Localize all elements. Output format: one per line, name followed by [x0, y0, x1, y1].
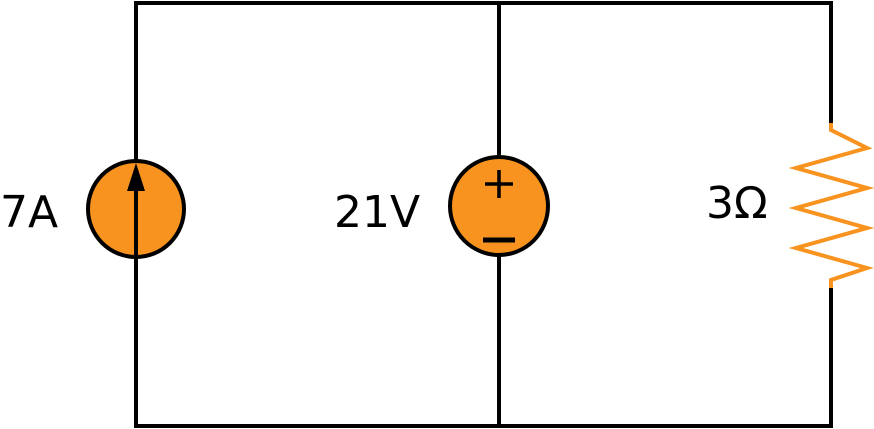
arrow-up-icon: [127, 163, 145, 256]
circuit-wires: [134, 1, 833, 428]
voltage-source: [448, 155, 550, 257]
resistor-label: 3Ω: [706, 178, 768, 229]
voltage-source-body: [448, 155, 550, 257]
current-source-label: 7A: [0, 187, 58, 238]
current-source: [86, 159, 186, 259]
voltage-source-label: 21V: [334, 187, 420, 238]
plus-icon: [485, 170, 513, 198]
resistor-zigzag: [788, 123, 874, 288]
